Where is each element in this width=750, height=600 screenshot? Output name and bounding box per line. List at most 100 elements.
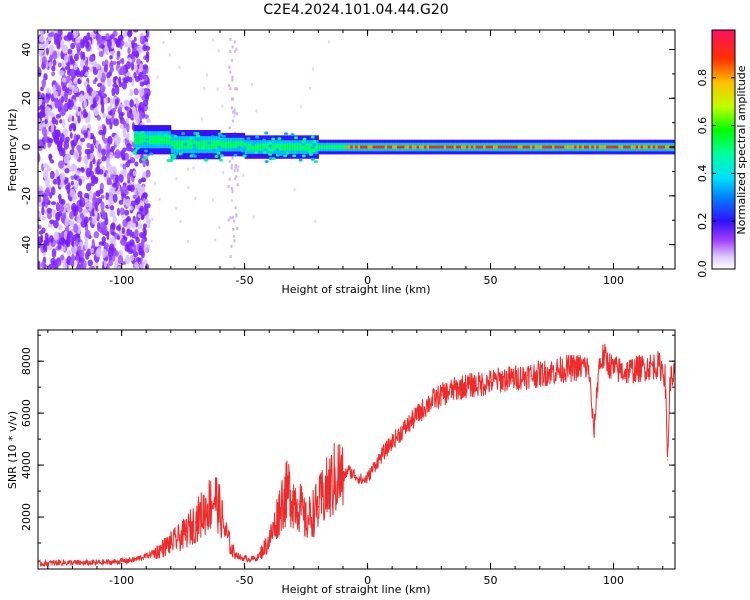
snr-point bbox=[625, 370, 627, 373]
snr-point bbox=[280, 500, 283, 503]
heat-cell bbox=[251, 142, 256, 146]
heat-cell bbox=[143, 244, 149, 253]
heat-cell bbox=[218, 158, 223, 162]
heat-cell bbox=[112, 182, 117, 188]
heat-cell bbox=[630, 145, 634, 149]
heat-cell bbox=[312, 149, 317, 153]
heat-cell bbox=[134, 229, 139, 238]
heat-cell bbox=[264, 160, 269, 164]
heat-cell bbox=[126, 132, 130, 141]
heat-cell bbox=[221, 104, 224, 108]
heat-cell bbox=[283, 143, 287, 151]
heat-cell bbox=[465, 145, 469, 149]
heat-cell bbox=[416, 145, 420, 149]
heat-cell bbox=[384, 145, 388, 149]
heat-cell bbox=[145, 137, 150, 141]
heat-cell bbox=[232, 227, 235, 231]
heat-cell bbox=[229, 70, 232, 74]
heat-cell bbox=[268, 141, 273, 145]
heat-cell bbox=[186, 140, 191, 144]
heat-cell bbox=[426, 145, 430, 149]
heat-cell bbox=[51, 65, 56, 72]
heat-cell bbox=[139, 263, 145, 269]
heat-cell bbox=[98, 50, 104, 58]
heat-cell bbox=[166, 158, 171, 162]
heat-cell bbox=[59, 119, 63, 124]
heat-cell bbox=[62, 262, 68, 269]
heat-cell bbox=[312, 143, 317, 147]
heat-cell bbox=[532, 145, 536, 149]
heat-cell bbox=[118, 199, 124, 205]
heat-cell bbox=[529, 145, 533, 149]
snr-ticks: -100 -50 0 50 100 2000 4000 6000 8000 bbox=[20, 330, 675, 587]
heat-cell bbox=[84, 239, 89, 250]
heat-cell bbox=[200, 117, 203, 121]
heat-cell bbox=[72, 30, 79, 38]
heat-cell bbox=[315, 143, 319, 151]
heat-cell bbox=[244, 267, 247, 269]
heat-cell bbox=[433, 145, 437, 149]
heat-cell bbox=[97, 143, 102, 154]
heat-cell bbox=[78, 256, 85, 264]
heat-cell bbox=[618, 145, 622, 149]
heat-cell bbox=[265, 146, 270, 150]
heat-cell bbox=[556, 145, 560, 149]
heat-cell bbox=[44, 118, 48, 125]
heat-cell bbox=[123, 30, 127, 36]
heat-cell bbox=[338, 144, 342, 150]
colorbar-tick-label: 0.8 bbox=[696, 69, 709, 87]
snr-point bbox=[59, 561, 61, 564]
heat-cell bbox=[111, 87, 116, 97]
heat-cell bbox=[87, 111, 91, 122]
x-tick-label: -100 bbox=[109, 274, 134, 287]
heat-cell bbox=[38, 139, 42, 149]
heat-cell bbox=[127, 46, 131, 55]
snr-point bbox=[465, 385, 467, 387]
heat-cell bbox=[108, 243, 115, 252]
heat-cell bbox=[79, 249, 85, 259]
heat-cell bbox=[233, 169, 236, 173]
heat-cell bbox=[38, 35, 45, 43]
heat-cell bbox=[601, 145, 605, 149]
heat-cell bbox=[72, 196, 76, 202]
heat-cell bbox=[228, 177, 231, 181]
heat-cell bbox=[652, 145, 656, 149]
heat-cell bbox=[224, 141, 228, 149]
heat-cell bbox=[217, 140, 221, 149]
heat-cell bbox=[89, 134, 95, 140]
heat-cell bbox=[101, 104, 105, 114]
heat-cell bbox=[377, 145, 381, 149]
heat-cell bbox=[58, 198, 64, 205]
heat-cell bbox=[129, 89, 133, 97]
heat-cell bbox=[38, 96, 43, 106]
heat-cell bbox=[73, 106, 79, 111]
heat-cell bbox=[118, 112, 124, 120]
heat-cell bbox=[179, 220, 182, 224]
heat-cell bbox=[80, 110, 85, 115]
heat-cell bbox=[227, 218, 230, 222]
heat-cell bbox=[99, 188, 104, 194]
heat-cell bbox=[72, 164, 78, 171]
heat-cell bbox=[293, 188, 296, 192]
heat-cell bbox=[566, 145, 570, 149]
heat-cell bbox=[196, 134, 201, 138]
heat-cell bbox=[145, 159, 150, 167]
spectrogram-panel: -100 -50 0 50 100 -40 -20 0 20 40 Height of strai… bbox=[6, 29, 676, 296]
heat-cell bbox=[370, 145, 374, 149]
heat-cell bbox=[70, 180, 75, 186]
heat-cell bbox=[279, 152, 284, 156]
heat-cell bbox=[86, 84, 91, 94]
heat-cell bbox=[97, 125, 102, 131]
heat-cell bbox=[129, 99, 134, 108]
heat-cell bbox=[117, 255, 124, 265]
heat-cell bbox=[235, 163, 238, 167]
heat-cell bbox=[73, 78, 78, 85]
heat-cell bbox=[271, 143, 275, 151]
snr-point bbox=[649, 365, 652, 367]
snr-point bbox=[263, 547, 265, 549]
heat-cell bbox=[59, 172, 66, 182]
heat-cell bbox=[62, 85, 68, 92]
heat-cell bbox=[625, 145, 629, 149]
heat-cell bbox=[129, 108, 133, 115]
spectrogram-ylabel: Frequency (Hz) bbox=[6, 109, 19, 192]
